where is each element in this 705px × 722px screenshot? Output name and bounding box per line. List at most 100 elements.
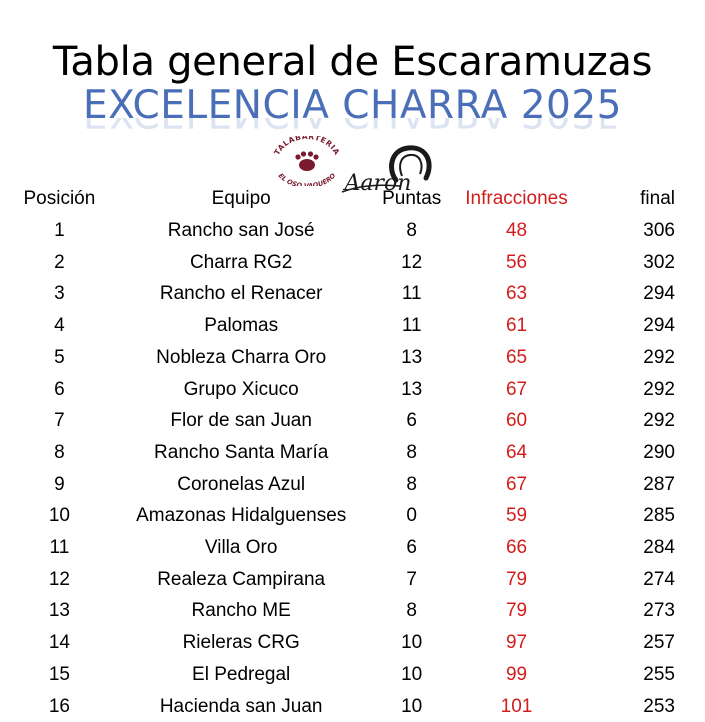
cell-final: 306	[643, 220, 675, 241]
table-row: 12 Realeza Campirana 7 79 274	[0, 564, 705, 596]
cell-position: 8	[54, 441, 65, 463]
standings-body: 1 Rancho san José 8 48 306 2 Charra RG2 12 56 302…	[0, 215, 705, 722]
cell-infractions: 66	[505, 537, 528, 559]
cell-points: 6	[406, 410, 417, 432]
horseshoe-icon	[389, 145, 432, 183]
table-header-row: Posición Equipo Puntas Infracciones fina…	[0, 182, 705, 215]
cell-team: Rieleras CRG	[182, 632, 300, 654]
cell-team: Hacienda san Juan	[159, 695, 323, 717]
cell-team: Rancho Santa María	[154, 441, 329, 463]
cell-infractions: 79	[505, 600, 528, 622]
cell-team: Rancho el Renacer	[159, 283, 323, 305]
column-header-final: final	[640, 188, 675, 209]
cell-team: Nobleza Charra Oro	[156, 346, 327, 368]
table-row: 16 Hacienda san Juan 10 101 253	[0, 691, 705, 722]
cell-team: Charra RG2	[189, 251, 293, 273]
cell-position: 4	[54, 315, 65, 337]
cell-position: 1	[54, 220, 65, 241]
cell-team: Villa Oro	[204, 537, 278, 559]
cell-final: 302	[643, 251, 675, 273]
cell-infractions: 97	[505, 632, 528, 654]
cell-team: Rancho ME	[191, 600, 291, 622]
cell-final: 274	[643, 568, 675, 590]
cell-infractions: 63	[505, 283, 528, 305]
cell-position: 10	[48, 505, 70, 527]
cell-position: 14	[48, 632, 70, 654]
cell-position: 9	[54, 473, 65, 495]
cell-position: 7	[54, 410, 65, 432]
cell-points: 11	[401, 283, 422, 305]
cell-position: 11	[49, 537, 70, 559]
cell-position: 2	[54, 251, 65, 273]
cell-points: 10	[401, 695, 423, 717]
cell-position: 3	[54, 283, 65, 305]
standings-table: Posición Equipo Puntas Infracciones fina…	[0, 182, 705, 722]
cell-position: 13	[48, 600, 70, 622]
cell-points: 12	[401, 251, 423, 273]
cell-final: 292	[643, 378, 675, 400]
svg-text:TALABARTERIA: TALABARTERIA	[272, 136, 342, 157]
cell-final: 253	[643, 695, 675, 717]
subtitle-reflection: EXCELENCIA CHARRA 2025	[0, 118, 705, 136]
cell-final: 292	[643, 346, 675, 368]
cell-position: 16	[48, 695, 70, 717]
cell-team: Amazonas Hidalguenses	[136, 505, 347, 527]
cell-infractions: 61	[505, 315, 528, 337]
cell-points: 13	[401, 378, 423, 400]
table-row: 7 Flor de san Juan 6 60 292	[0, 405, 705, 437]
table-row: 15 El Pedregal 10 99 255	[0, 659, 705, 691]
cell-infractions: 99	[505, 663, 528, 685]
cell-infractions: 67	[505, 473, 528, 495]
oso-vaquero-logo: TALABARTERIA EL OSO VAQUERO	[272, 136, 342, 186]
cell-position: 15	[48, 663, 70, 685]
cell-infractions: 101	[500, 695, 533, 717]
cell-infractions: 67	[505, 378, 528, 400]
cell-team: Rancho san José	[167, 220, 315, 241]
cell-final: 255	[643, 663, 675, 685]
cell-points: 10	[401, 632, 423, 654]
cell-infractions: 65	[505, 346, 528, 368]
column-header-team: Equipo	[211, 188, 271, 209]
cell-team: Realeza Campirana	[157, 568, 326, 590]
table-row: 11 Villa Oro 6 66 284	[0, 532, 705, 564]
aaron-logo: Aaron	[341, 145, 432, 196]
cell-final: 294	[643, 315, 675, 337]
table-row: 1 Rancho san José 8 48 306	[0, 215, 705, 247]
page-title: Tabla general de Escaramuzas	[52, 39, 653, 85]
cell-final: 294	[643, 283, 675, 305]
cell-infractions: 60	[505, 410, 528, 432]
cell-position: 5	[54, 346, 65, 368]
cell-final: 257	[643, 632, 675, 654]
cell-infractions: 64	[505, 441, 528, 463]
cell-final: 287	[643, 473, 675, 495]
column-header-position: Posición	[23, 188, 96, 209]
table-row: 10 Amazonas Hidalguenses 0 59 285	[0, 500, 705, 532]
cell-points: 13	[401, 346, 423, 368]
cell-points: 8	[406, 600, 417, 622]
column-header-infractions: Infracciones	[465, 188, 568, 209]
cell-final: 284	[643, 537, 675, 559]
cell-infractions: 48	[505, 220, 528, 241]
table-row: 14 Rieleras CRG 10 97 257	[0, 627, 705, 659]
cell-points: 10	[401, 663, 423, 685]
table-row: 3 Rancho el Renacer 11 63 294	[0, 278, 705, 310]
column-header-points: Puntas	[382, 188, 442, 209]
cell-position: 12	[48, 568, 70, 590]
cell-points: 11	[401, 315, 422, 337]
bear-paw-icon	[295, 151, 319, 171]
table-row: 2 Charra RG2 12 56 302	[0, 247, 705, 279]
table-row: 5 Nobleza Charra Oro 13 65 292	[0, 342, 705, 374]
cell-team: Flor de san Juan	[170, 410, 312, 432]
cell-final: 292	[643, 410, 675, 432]
cell-points: 8	[406, 441, 417, 463]
cell-infractions: 59	[505, 505, 528, 527]
logo-script-text: Aaron	[343, 171, 412, 196]
cell-points: 6	[406, 537, 417, 559]
cell-infractions: 79	[505, 568, 528, 590]
table-row: 6 Grupo Xicuco 13 67 292	[0, 374, 705, 406]
cell-position: 6	[54, 378, 65, 400]
cell-team: Grupo Xicuco	[183, 378, 299, 400]
cell-points: 0	[406, 505, 417, 527]
table-row: 4 Palomas 11 61 294	[0, 310, 705, 342]
logo-text-top: TALABARTERIA	[272, 136, 341, 157]
